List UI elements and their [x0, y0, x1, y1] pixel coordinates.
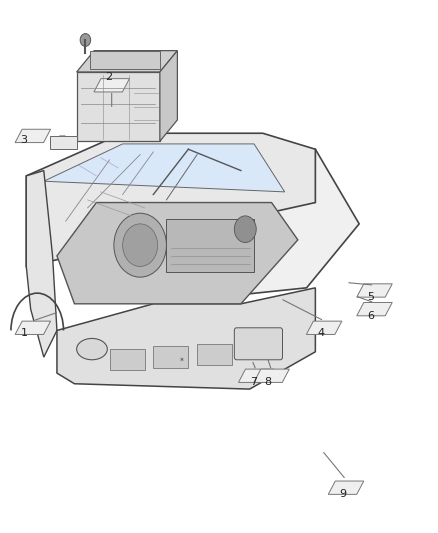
- Circle shape: [114, 213, 166, 277]
- Circle shape: [123, 224, 158, 266]
- Text: 1: 1: [21, 328, 28, 338]
- Polygon shape: [307, 321, 342, 335]
- Bar: [90, 51, 160, 69]
- Polygon shape: [50, 136, 77, 149]
- Polygon shape: [44, 144, 285, 192]
- Circle shape: [80, 34, 91, 46]
- Polygon shape: [44, 149, 359, 304]
- Polygon shape: [254, 369, 289, 383]
- Text: 7: 7: [250, 377, 257, 387]
- Text: 5: 5: [367, 292, 374, 302]
- Polygon shape: [77, 51, 177, 72]
- Polygon shape: [57, 203, 298, 304]
- Polygon shape: [357, 284, 392, 297]
- Polygon shape: [357, 303, 392, 316]
- Text: 9: 9: [339, 489, 346, 499]
- Polygon shape: [57, 288, 315, 389]
- Polygon shape: [328, 481, 364, 495]
- Polygon shape: [160, 51, 177, 141]
- Circle shape: [234, 216, 256, 243]
- Text: ✶: ✶: [179, 357, 185, 363]
- Polygon shape: [15, 130, 50, 142]
- Ellipse shape: [77, 338, 107, 360]
- FancyBboxPatch shape: [234, 328, 283, 360]
- Text: 6: 6: [367, 311, 374, 320]
- Text: 2: 2: [105, 72, 112, 82]
- Bar: [110, 349, 145, 370]
- Polygon shape: [94, 79, 130, 92]
- Bar: [166, 219, 254, 272]
- Polygon shape: [15, 321, 50, 335]
- Text: 8: 8: [265, 377, 272, 387]
- Bar: [153, 346, 188, 368]
- Bar: [77, 72, 160, 141]
- Polygon shape: [26, 171, 57, 357]
- Bar: [197, 344, 232, 365]
- Text: 3: 3: [21, 135, 28, 144]
- Polygon shape: [238, 369, 274, 383]
- Text: 4: 4: [318, 328, 325, 338]
- Polygon shape: [26, 133, 315, 266]
